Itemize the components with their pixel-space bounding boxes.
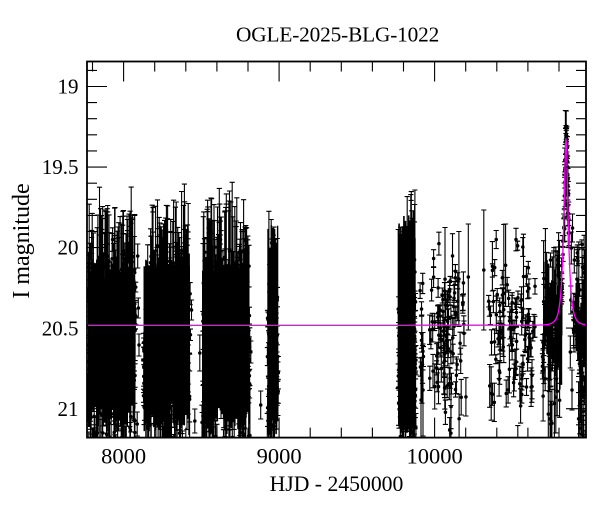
svg-text:8000: 8000: [101, 444, 146, 469]
svg-text:19: 19: [58, 75, 79, 99]
svg-text:21: 21: [58, 397, 79, 421]
svg-text:I magnitude: I magnitude: [9, 183, 35, 298]
svg-text:OGLE-2025-BLG-1022: OGLE-2025-BLG-1022: [236, 23, 439, 47]
svg-text:9000: 9000: [257, 444, 302, 469]
svg-text:HJD - 2450000: HJD - 2450000: [270, 472, 404, 496]
svg-text:19.5: 19.5: [42, 155, 79, 179]
svg-text:20.5: 20.5: [42, 316, 79, 340]
svg-text:10000: 10000: [406, 444, 462, 469]
svg-text:20: 20: [58, 236, 79, 260]
